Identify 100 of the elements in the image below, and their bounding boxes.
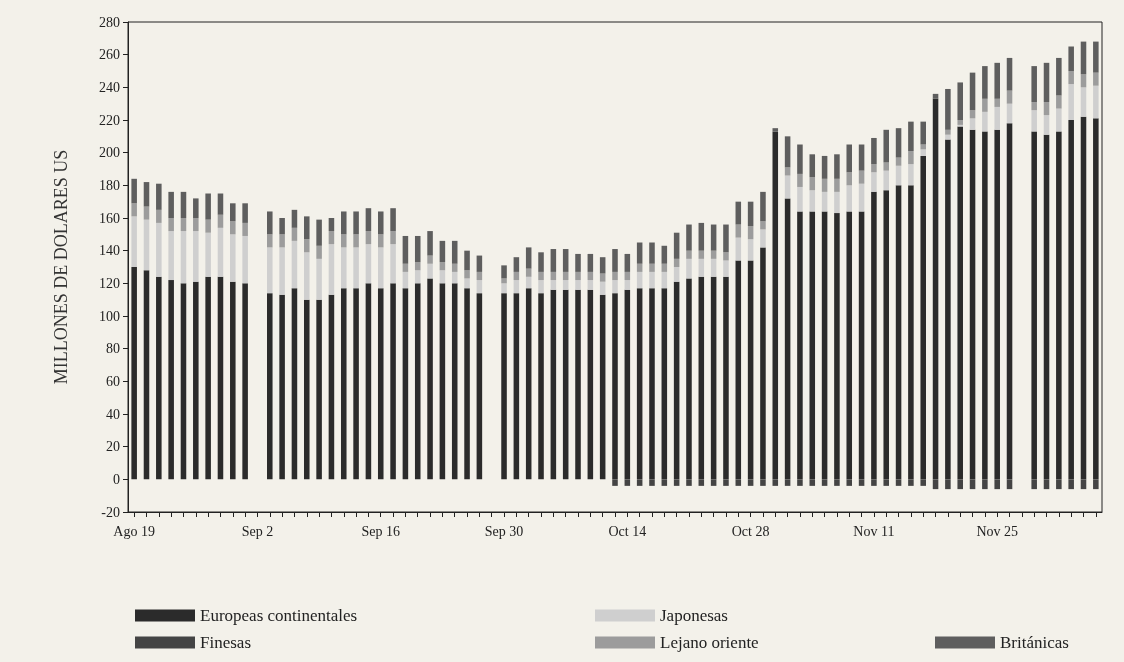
bar [599, 294, 606, 480]
bar [932, 479, 939, 490]
bar [1043, 102, 1050, 116]
bar [316, 219, 322, 246]
bar [279, 234, 285, 248]
bar [1080, 116, 1087, 480]
bar [427, 278, 433, 480]
bar [809, 211, 816, 480]
bar [797, 479, 803, 486]
bar [304, 216, 310, 240]
bar [501, 265, 507, 279]
bar [279, 247, 285, 295]
bar [1031, 479, 1037, 490]
bar [723, 224, 729, 253]
bar [673, 232, 680, 259]
bar [1006, 57, 1013, 91]
bar [267, 234, 273, 248]
bar [180, 231, 187, 284]
bar [760, 221, 766, 230]
bar [883, 479, 890, 486]
bar [242, 283, 248, 480]
bar [821, 479, 828, 486]
bar [945, 134, 951, 140]
bar [1068, 479, 1074, 490]
bar [1043, 479, 1050, 490]
bar [994, 129, 1000, 480]
bar [131, 203, 137, 217]
bar [501, 278, 507, 284]
bar [365, 244, 372, 284]
bar [242, 222, 248, 236]
bar [365, 208, 372, 232]
bar [513, 293, 520, 480]
bar [871, 191, 877, 480]
bar [698, 479, 705, 486]
bar [291, 288, 298, 480]
bar [624, 479, 631, 486]
bar [476, 293, 483, 480]
bar [390, 231, 396, 245]
y-tick-label: 180 [99, 177, 120, 193]
bar [451, 283, 458, 480]
bar [328, 218, 335, 232]
bar [908, 479, 914, 486]
bar [1068, 120, 1074, 480]
bar [957, 479, 963, 490]
bar [821, 178, 828, 192]
bar [587, 253, 594, 272]
bar [575, 253, 581, 272]
bar [316, 299, 322, 480]
bar [1056, 131, 1062, 480]
bar [760, 247, 766, 480]
bar [230, 221, 236, 235]
bar [710, 276, 717, 480]
bar [834, 479, 840, 486]
bar [439, 270, 446, 284]
bar [649, 288, 655, 480]
bar [501, 293, 507, 480]
bar [304, 239, 310, 253]
bar [390, 244, 396, 284]
bar [279, 218, 285, 235]
bar [871, 164, 877, 173]
bar [328, 244, 335, 295]
bar [612, 249, 618, 272]
bar [982, 131, 988, 480]
bar [414, 235, 421, 263]
bar [353, 247, 359, 289]
bar [673, 267, 680, 282]
x-tick-label: Ago 19 [113, 523, 155, 539]
bar [143, 270, 150, 480]
bar [168, 218, 174, 232]
bar [267, 211, 273, 235]
bar [131, 267, 137, 480]
bar [304, 299, 310, 480]
bar [230, 281, 236, 480]
bar [156, 209, 162, 223]
bar [402, 235, 409, 264]
bar [156, 222, 162, 277]
bar [205, 193, 211, 220]
bar [168, 191, 174, 218]
bar [809, 177, 816, 191]
bar [1006, 479, 1013, 490]
bar [772, 131, 779, 480]
bar [686, 278, 692, 480]
bar [661, 245, 668, 264]
bar [649, 479, 655, 486]
bar [1093, 41, 1099, 73]
bar [377, 211, 384, 235]
bar [538, 293, 544, 480]
bar [994, 98, 1000, 107]
bar [193, 218, 199, 232]
bar [156, 276, 162, 480]
bar [612, 271, 618, 281]
bar [414, 270, 421, 284]
bar [858, 479, 865, 486]
bar [710, 224, 717, 251]
bar [193, 198, 199, 218]
bar [673, 479, 680, 486]
bar [353, 211, 359, 235]
bar [834, 191, 840, 214]
bar [291, 209, 298, 228]
legend-label: Lejano oriente [660, 633, 759, 652]
